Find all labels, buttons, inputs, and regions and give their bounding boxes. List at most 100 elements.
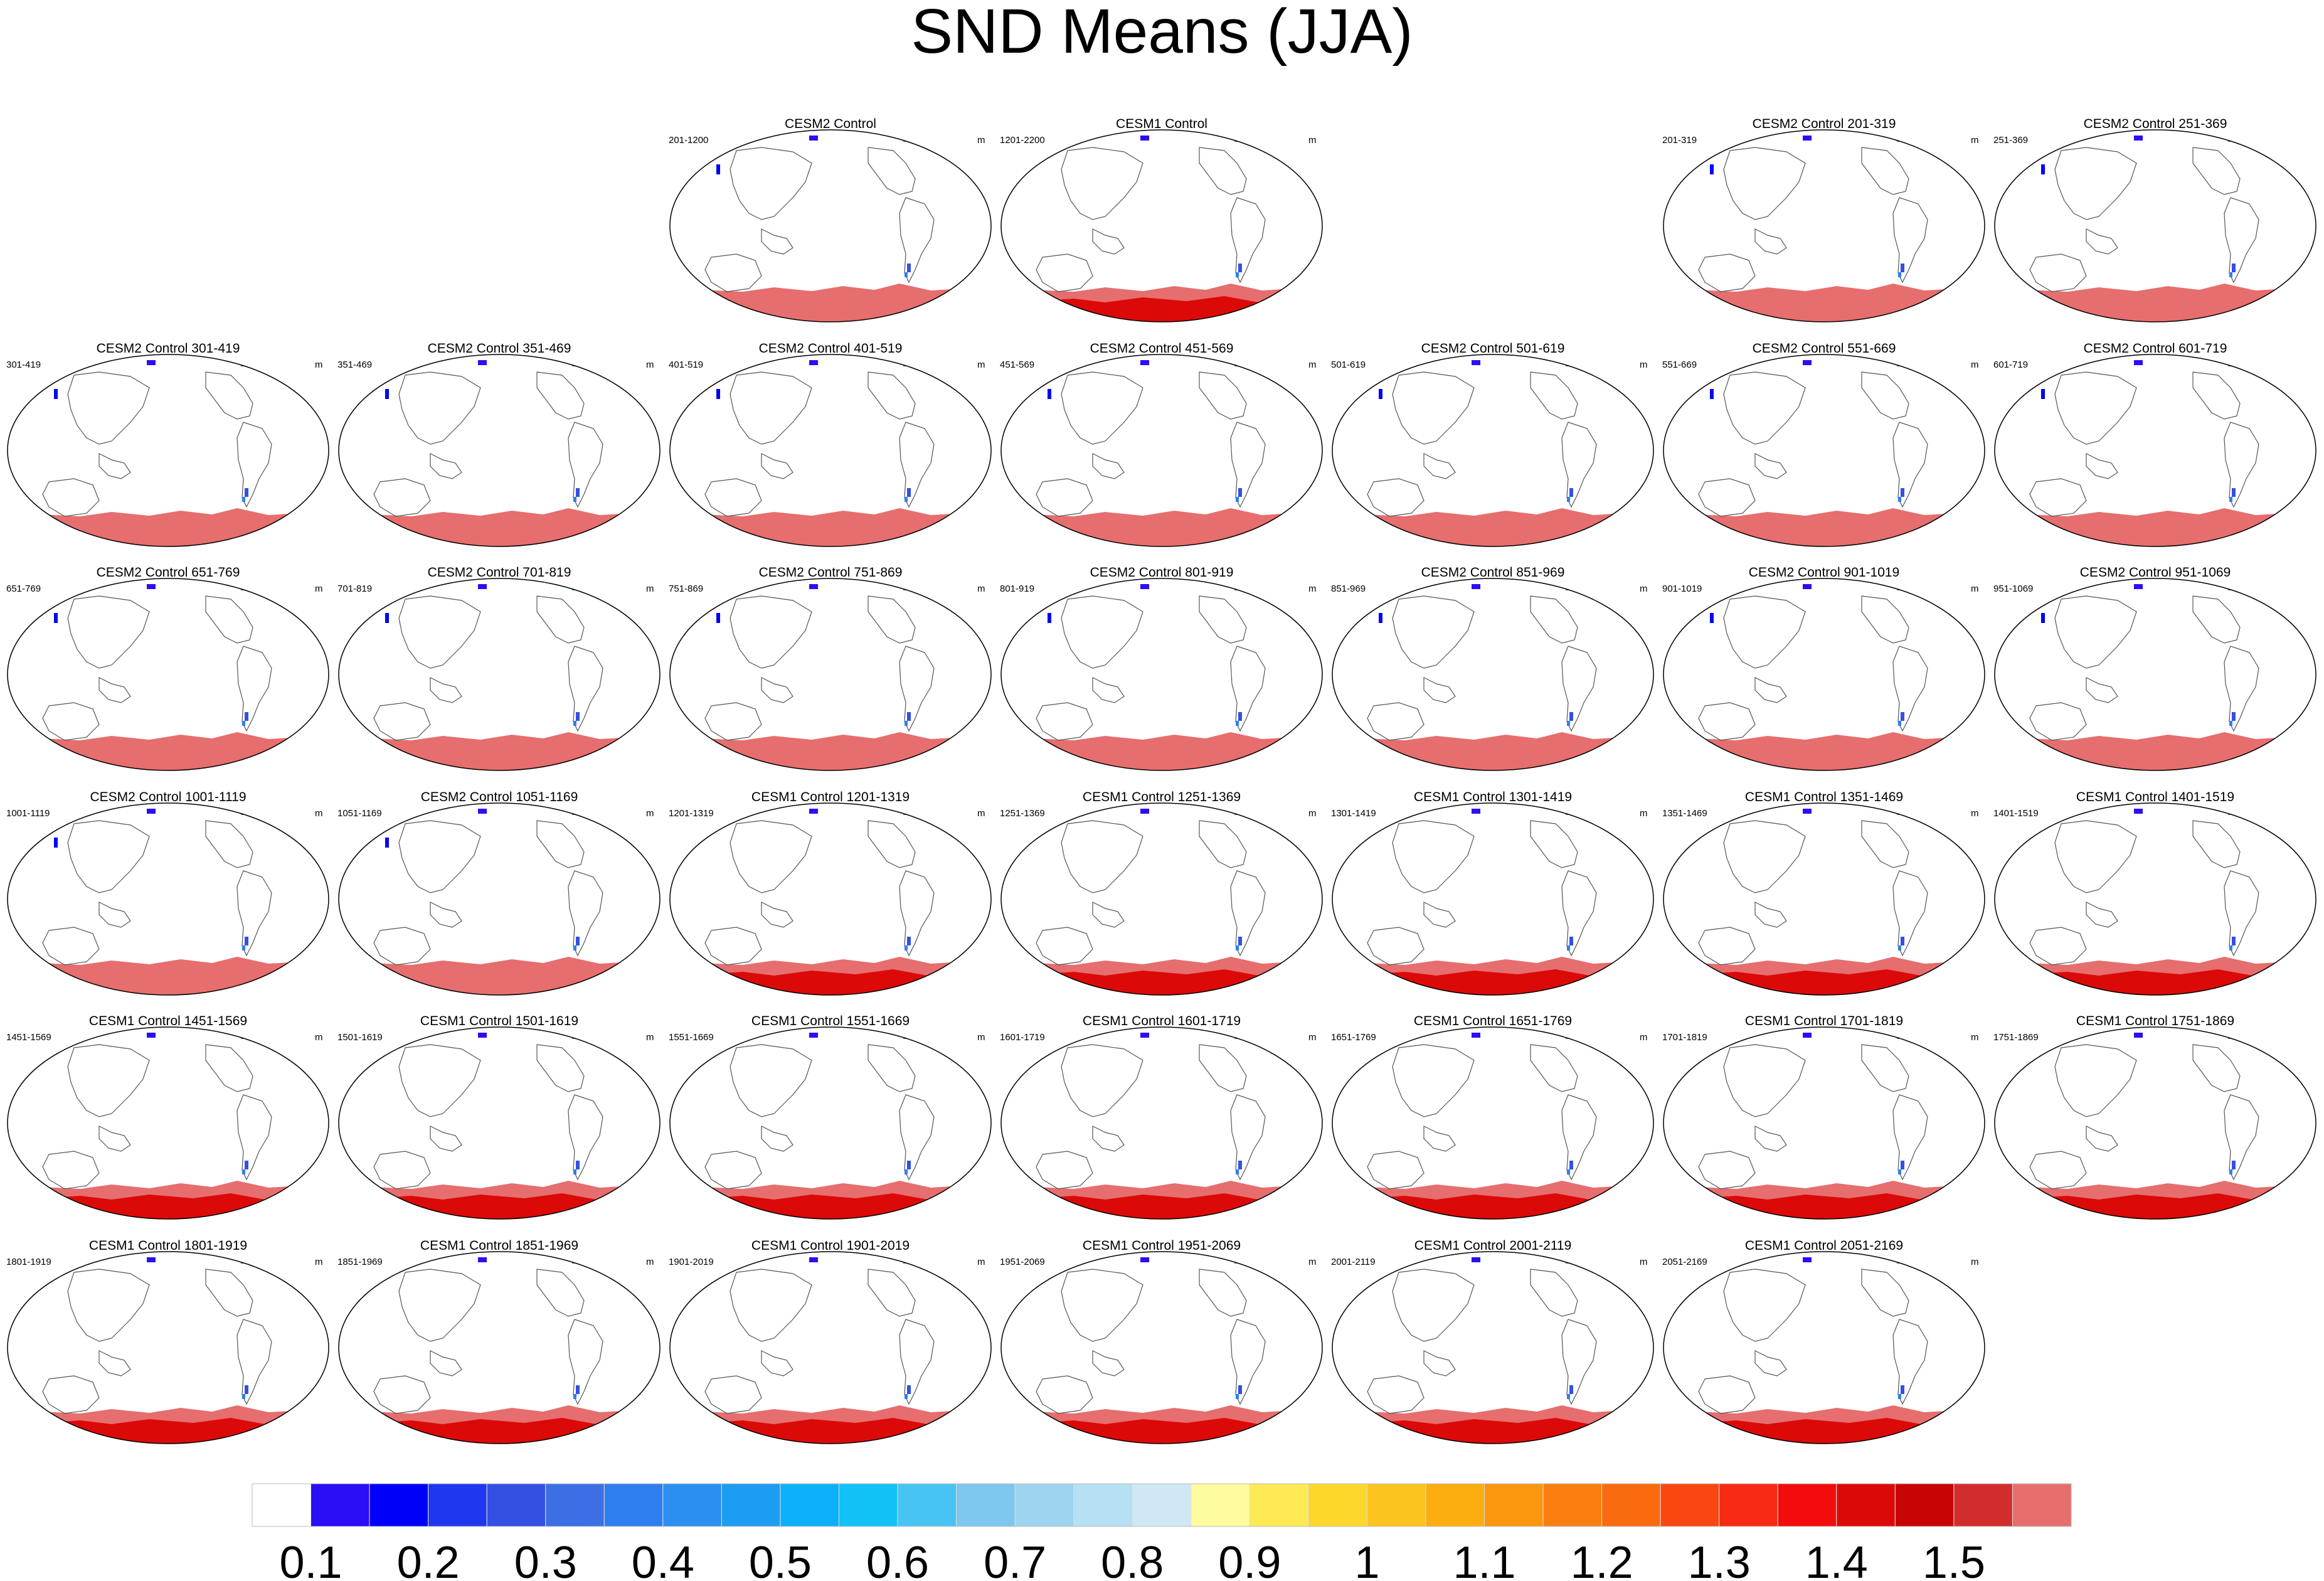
arctic-snow xyxy=(1262,365,1270,374)
map-panel: CESM2 Control 201-319 201-319 m xyxy=(1662,117,1985,322)
panel-left-label: 1851-1969 xyxy=(337,1257,383,1267)
arctic-snow xyxy=(1242,803,1251,809)
map-body xyxy=(8,1027,329,1219)
panel-left-label: 1701-1819 xyxy=(1662,1032,1707,1043)
andes-snow xyxy=(2229,945,2232,950)
andes-snow xyxy=(1569,937,1573,945)
andes-snow xyxy=(907,488,911,497)
coastline xyxy=(1246,1027,1294,1041)
greenland-snow xyxy=(1911,130,1950,142)
arctic-snow xyxy=(2273,824,2278,830)
alaska-snow xyxy=(809,584,818,589)
arctic-snow xyxy=(2273,599,2278,605)
andes-snow xyxy=(1238,712,1242,721)
coastline xyxy=(1577,354,1625,368)
arctic-snow xyxy=(580,578,588,584)
panel-left-label: 751-869 xyxy=(669,583,703,594)
coastline xyxy=(1230,1094,1266,1181)
map-panel: CESM2 Control 351-469 351-469 m xyxy=(337,341,661,547)
map-panel: CESM1 Control 1501-1619 1501-1619 m xyxy=(337,1014,661,1220)
colorbar-box xyxy=(486,1483,546,1527)
coastline xyxy=(536,820,585,868)
coastline xyxy=(1754,1350,1787,1376)
coastline xyxy=(398,1044,481,1117)
arctic-snow xyxy=(1593,1038,1601,1046)
arctic-snow xyxy=(911,1252,920,1257)
coastline xyxy=(1530,371,1578,420)
globe-border xyxy=(1663,129,1985,322)
arctic-snow xyxy=(1934,594,1941,604)
arctic-snow xyxy=(2273,375,2278,381)
panel-left-label: 1201-1319 xyxy=(669,808,714,819)
antarctica-snow xyxy=(670,732,991,770)
arctic-snow xyxy=(1934,370,1941,380)
panel-units-label: m xyxy=(1971,135,1979,146)
colorbar-tick-label: 0.5 xyxy=(749,1538,812,1581)
coastline xyxy=(1392,820,1475,893)
coastline xyxy=(98,1126,131,1152)
panel-left-label: 851-969 xyxy=(1331,583,1366,594)
panel-units-label: m xyxy=(646,359,654,370)
arctic-snow xyxy=(1573,354,1582,360)
panel-left-label: 1351-1469 xyxy=(1662,808,1707,819)
panel-title: CESM1 Control 1201-1319 xyxy=(751,790,910,804)
panel-units-label: m xyxy=(1971,583,1979,594)
panel-title: CESM2 Control 601-719 xyxy=(2084,341,2227,356)
coastline xyxy=(236,422,272,508)
coastline xyxy=(1530,595,1578,644)
antarctica-snow xyxy=(1332,508,1653,546)
colorbar-box xyxy=(2012,1483,2072,1527)
greenland-snow xyxy=(255,1027,294,1039)
panel-units-label: m xyxy=(1308,583,1317,594)
coastline xyxy=(98,677,131,703)
alaska-snow xyxy=(1472,809,1480,814)
andes-snow xyxy=(1236,945,1239,950)
coastline xyxy=(2192,820,2241,868)
greenland-snow xyxy=(1248,578,1287,590)
andes-snow xyxy=(907,937,911,945)
coastline xyxy=(1392,595,1475,669)
coastline xyxy=(915,1252,963,1265)
panel-left-label: 1751-1869 xyxy=(1993,1032,2039,1043)
map-body xyxy=(670,1252,991,1444)
colorbar-frame xyxy=(252,1483,2072,1527)
coastline xyxy=(704,702,762,741)
alaska-snow xyxy=(809,809,818,814)
panel-title: CESM2 Control 201-319 xyxy=(1753,117,1896,131)
panel-units-label: m xyxy=(1308,135,1317,146)
globe-border xyxy=(1332,354,1654,547)
antarctica-snow xyxy=(670,508,991,546)
panel-units-label: m xyxy=(1308,359,1317,370)
andes-snow xyxy=(1236,497,1239,502)
colorbar-tick-label: 0.8 xyxy=(1101,1538,1164,1581)
coastline xyxy=(1061,147,1143,220)
andes-snow xyxy=(905,497,908,502)
coastline xyxy=(1908,1027,1956,1041)
andes-snow xyxy=(573,1394,576,1399)
colorbar-box xyxy=(1249,1483,1309,1527)
coastline xyxy=(704,478,762,517)
panel-left-label: 401-519 xyxy=(669,359,703,370)
globe-border xyxy=(1994,802,2316,996)
andes-snow xyxy=(242,945,245,950)
panel-units-label: m xyxy=(1308,1257,1317,1267)
map-body xyxy=(8,1252,329,1444)
panel-title: CESM1 Control 1901-2019 xyxy=(751,1238,910,1253)
globe-border xyxy=(1663,578,1985,771)
coastline xyxy=(1367,1151,1425,1190)
andes-snow xyxy=(1901,488,1904,497)
arctic-snow xyxy=(580,803,588,809)
greenland-snow xyxy=(255,803,294,815)
coastline xyxy=(430,1350,462,1376)
panel-left-label: 1651-1769 xyxy=(1331,1032,1376,1043)
arctic-snow xyxy=(286,599,291,605)
colorbar-box xyxy=(780,1483,839,1527)
andes-snow xyxy=(1569,488,1573,497)
greenland-snow xyxy=(917,130,956,142)
coastline xyxy=(1698,1151,1756,1190)
greenland-snow xyxy=(2242,130,2281,142)
alaska-snow xyxy=(1140,1257,1149,1262)
arctic-snow xyxy=(268,814,276,822)
coastline xyxy=(2239,354,2288,368)
greenland-snow xyxy=(586,803,625,815)
